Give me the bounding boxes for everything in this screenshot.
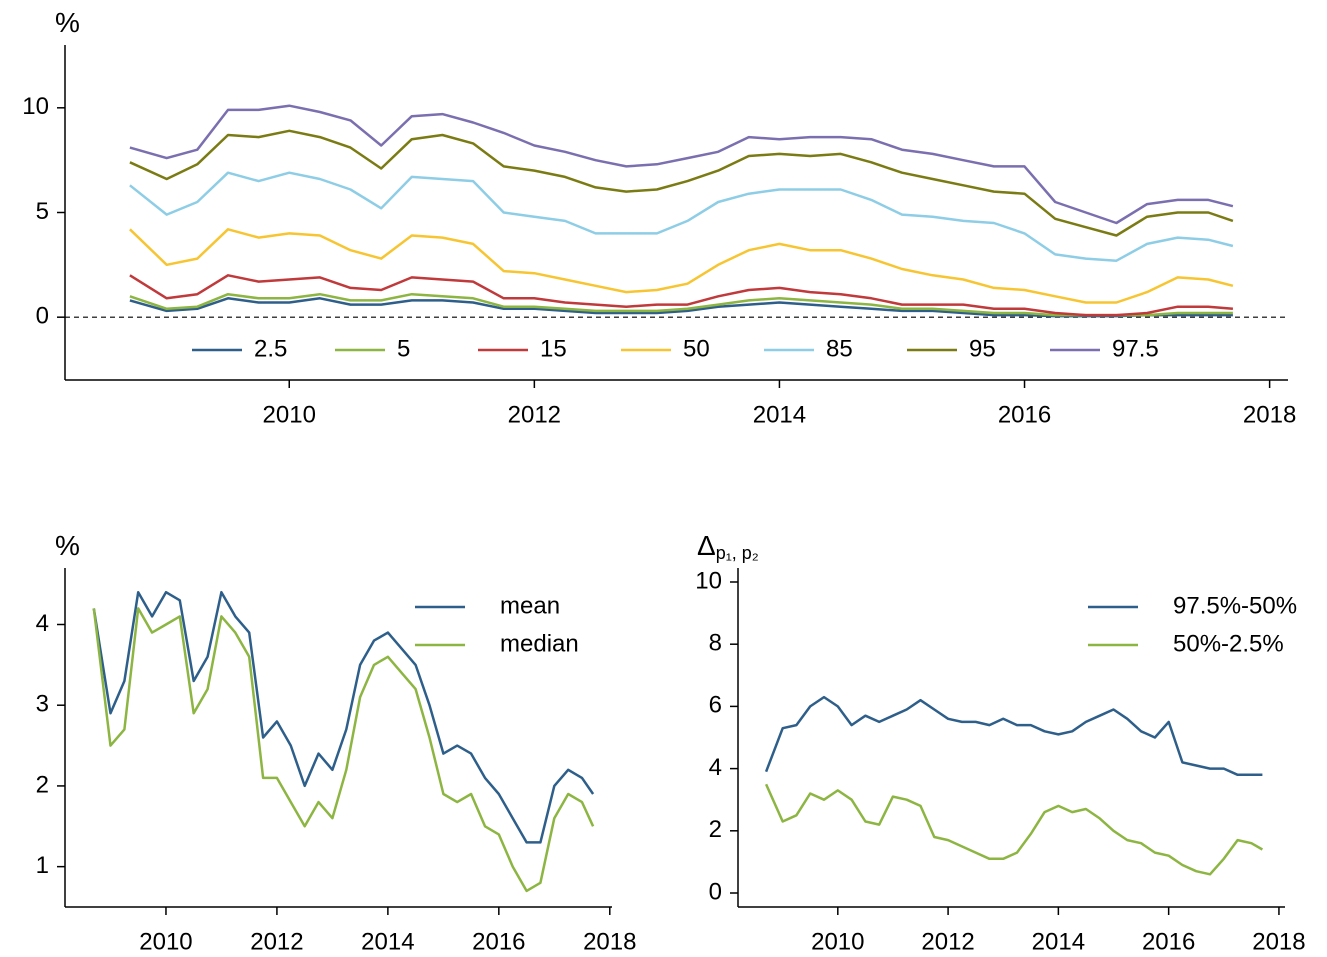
- y-axis-label: Δp₁, p₂: [697, 530, 759, 562]
- y-axis-label: %: [55, 530, 80, 561]
- series-line: [129, 104, 1234, 225]
- x-tick-label: 2012: [250, 928, 303, 955]
- x-tick-label: 2010: [263, 401, 316, 428]
- series-line: [764, 783, 1264, 876]
- y-tick-label: 10: [22, 93, 49, 120]
- legend-label: 95: [969, 335, 996, 362]
- x-tick-label: 2018: [1252, 928, 1305, 955]
- y-axis-label: %: [55, 7, 80, 38]
- y-tick-label: 3: [36, 691, 49, 718]
- series-line: [129, 228, 1234, 304]
- y-tick-label: 2: [709, 816, 722, 843]
- legend-label: mean: [500, 592, 560, 619]
- x-tick-label: 2010: [811, 928, 864, 955]
- x-tick-label: 2014: [1032, 928, 1085, 955]
- legend-label: 97.5: [1112, 335, 1159, 362]
- y-tick-label: 0: [36, 303, 49, 330]
- legend-label: 2.5: [254, 335, 287, 362]
- y-tick-label: 0: [709, 878, 722, 905]
- x-tick-label: 2016: [998, 401, 1051, 428]
- x-tick-label: 2012: [921, 928, 974, 955]
- y-label-subscript: p₁, p₂: [716, 543, 759, 563]
- legend-label: 50%-2.5%: [1173, 630, 1284, 657]
- x-tick-label: 2016: [472, 928, 525, 955]
- series-line: [129, 274, 1234, 317]
- y-tick-label: 10: [695, 567, 722, 594]
- series-line: [92, 607, 595, 893]
- y-tick-label: 8: [709, 630, 722, 657]
- y-tick-label: 1: [36, 852, 49, 879]
- y-tick-label: 5: [36, 198, 49, 225]
- series-line: [129, 292, 1233, 317]
- y-tick-label: 6: [709, 692, 722, 719]
- y-tick-label: 4: [709, 754, 722, 781]
- x-tick-label: 2016: [1142, 928, 1195, 955]
- series-line: [129, 129, 1234, 237]
- series-line: [129, 171, 1234, 262]
- series-line: [92, 590, 595, 844]
- y-label-main: %: [55, 530, 80, 561]
- series-line: [764, 695, 1263, 777]
- legend-label: 50: [683, 335, 710, 362]
- y-tick-label: 2: [36, 771, 49, 798]
- x-tick-label: 2012: [508, 401, 561, 428]
- legend-label: 5: [397, 335, 410, 362]
- x-tick-label: 2014: [753, 401, 806, 428]
- x-tick-label: 2018: [583, 928, 636, 955]
- y-tick-label: 4: [36, 610, 49, 637]
- x-tick-label: 2014: [361, 928, 414, 955]
- legend-label: 85: [826, 335, 853, 362]
- legend-label: 15: [540, 335, 567, 362]
- y-label-main: Δ: [697, 530, 716, 561]
- y-label-main: %: [55, 7, 80, 38]
- x-tick-label: 2018: [1243, 401, 1296, 428]
- legend-label: median: [500, 630, 579, 657]
- legend-label: 97.5%-50%: [1173, 592, 1297, 619]
- x-tick-label: 2010: [139, 928, 192, 955]
